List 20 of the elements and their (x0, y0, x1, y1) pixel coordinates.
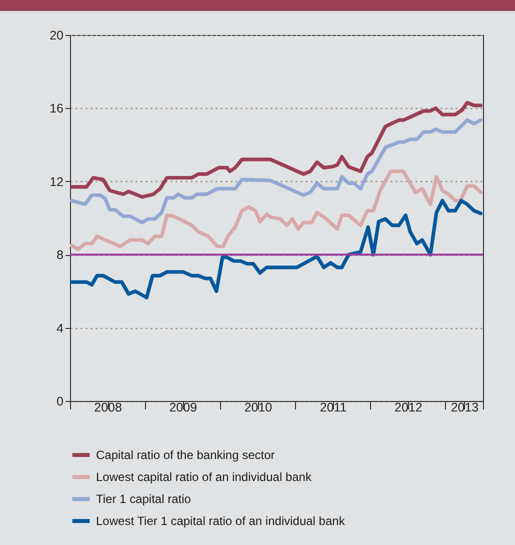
x-tick-label: 2013 (450, 400, 479, 414)
y-tick-label: 12 (50, 174, 64, 189)
x-tick-label: 2012 (394, 400, 422, 414)
y-tick-label: 0 (56, 394, 64, 408)
x-tick-label: 2011 (320, 400, 347, 414)
line-series (70, 198, 483, 300)
x-tick-label: 2009 (169, 400, 198, 414)
legend-label: Capital ratio of the banking sector (96, 448, 275, 462)
y-tick-label: 4 (56, 321, 64, 336)
x-tick-label: 2010 (244, 400, 272, 414)
legend-label: Tier 1 capital ratio (96, 492, 192, 506)
x-tick-label: 2008 (94, 400, 122, 414)
y-tick-label: 8 (56, 248, 64, 262)
legend-label: Lowest Tier 1 capital ratio of an individual bank (96, 514, 346, 528)
line-series (70, 100, 483, 199)
line-series (70, 170, 483, 251)
legend-label: Lowest capital ratio of an individual bank (96, 470, 312, 484)
y-tick-label: 16 (50, 102, 64, 116)
y-tick-label: 20 (50, 28, 64, 42)
line-series (70, 118, 483, 224)
